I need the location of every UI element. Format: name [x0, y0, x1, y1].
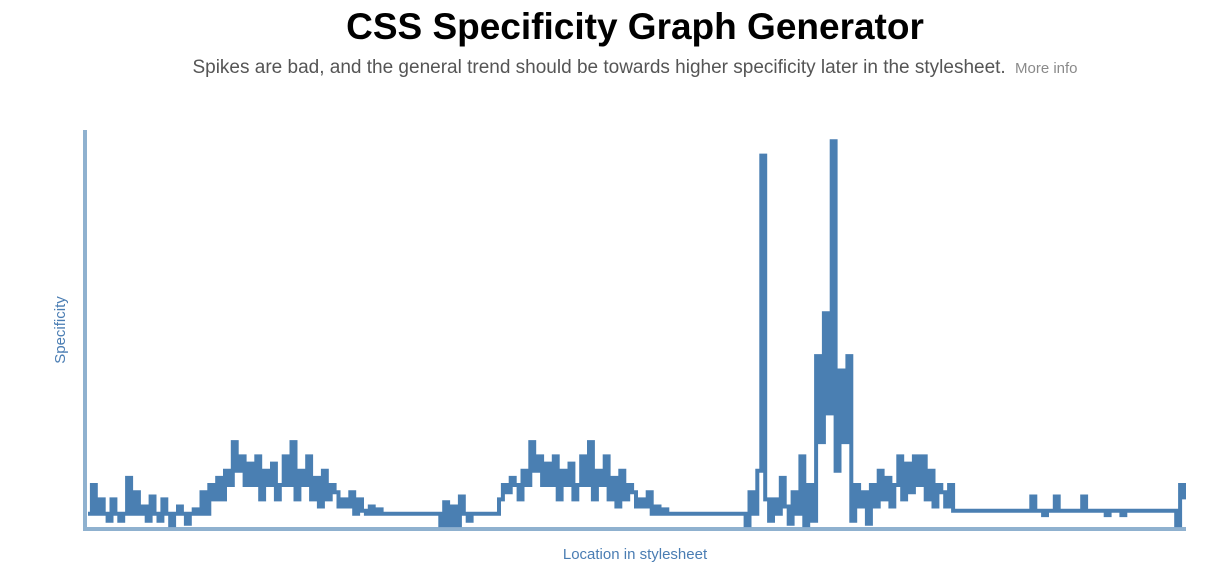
- series-group: [88, 139, 1186, 528]
- series-line: [88, 139, 1186, 528]
- subtitle-text: Spikes are bad, and the general trend sh…: [192, 57, 1006, 78]
- more-info-link[interactable]: More info: [1015, 60, 1078, 77]
- page-subtitle: Spikes are bad, and the general trend sh…: [0, 57, 1225, 79]
- page-title: CSS Specificity Graph Generator: [346, 6, 924, 47]
- y-axis-label: Specificity: [52, 296, 69, 364]
- x-axis-label: Location in stylesheet: [563, 546, 708, 563]
